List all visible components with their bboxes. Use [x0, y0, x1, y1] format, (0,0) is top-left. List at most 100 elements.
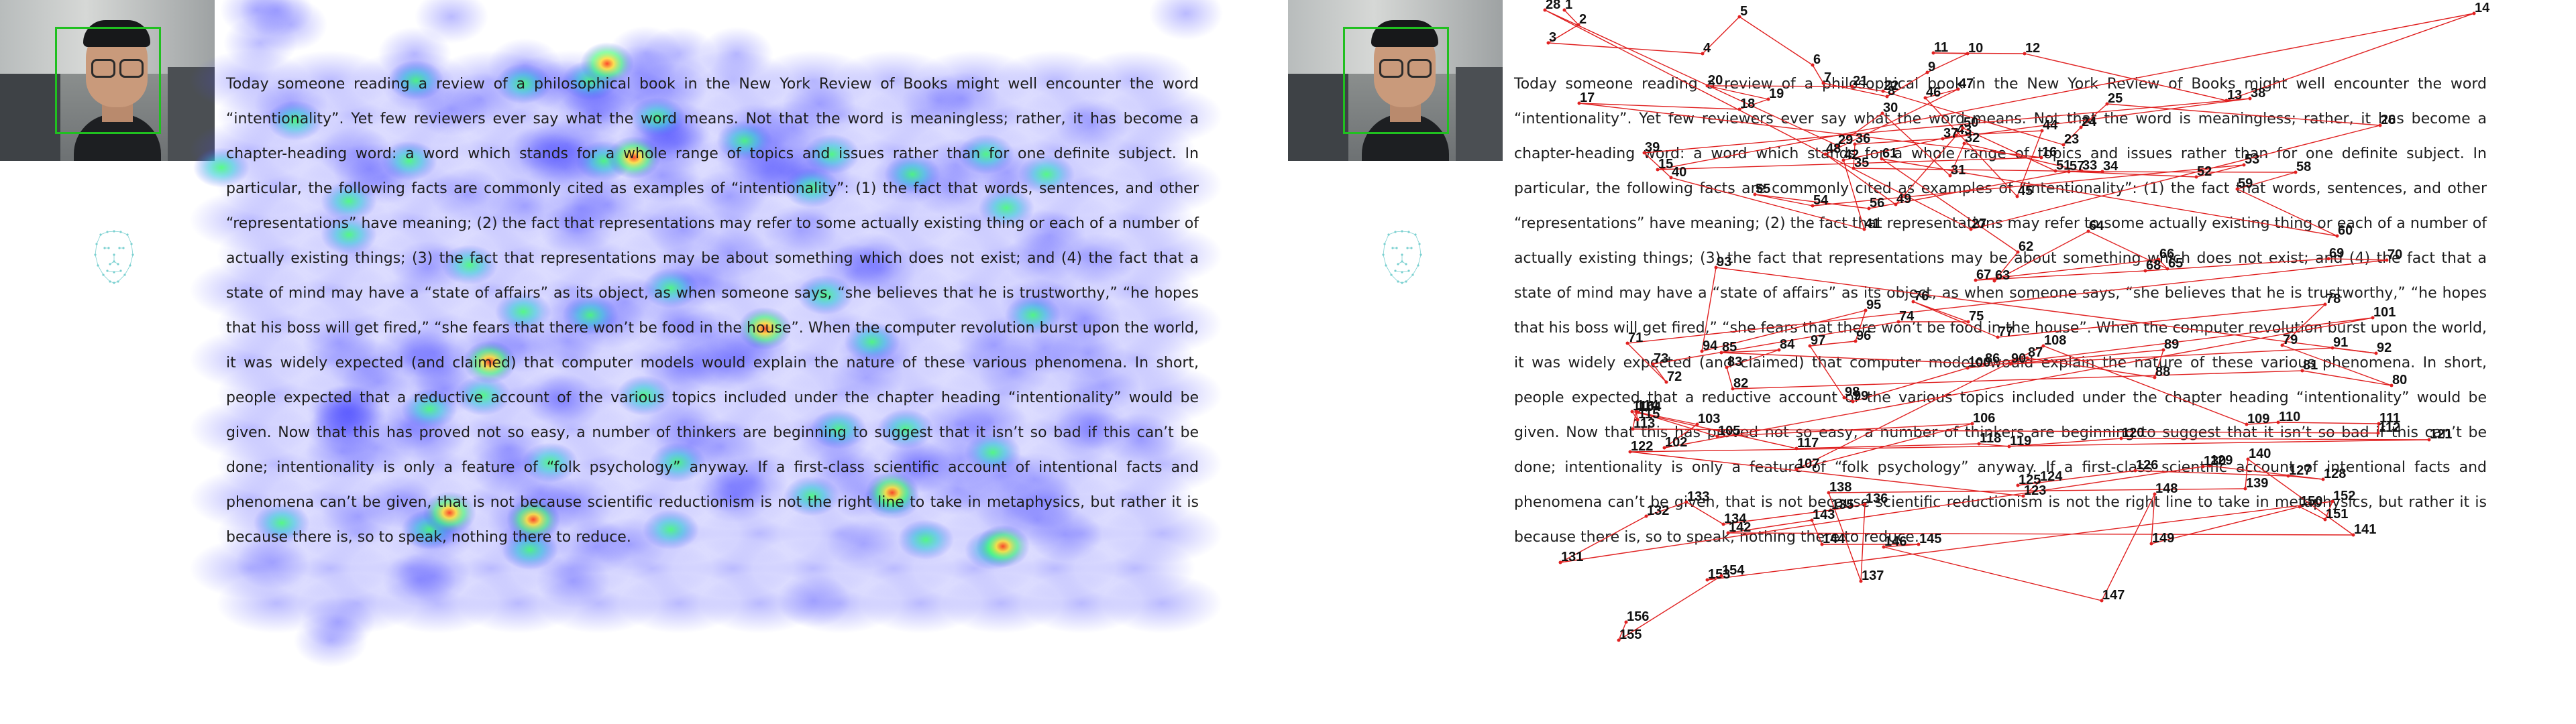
saccade-line — [1882, 90, 2064, 145]
saccade-line — [2237, 188, 2338, 237]
fixation-label: 8 — [1888, 84, 1895, 99]
heatmap-blob — [844, 322, 900, 362]
fixation-point — [1669, 176, 1673, 180]
fixation-label: 108 — [2044, 333, 2066, 348]
fixation-point — [1982, 362, 1986, 366]
saccade-line — [2302, 370, 2392, 386]
saccade-line — [1739, 16, 1813, 66]
saccade-line — [1811, 520, 1823, 545]
fixation-label: 152 — [2333, 489, 2355, 503]
fixation-label: 99 — [1854, 389, 1868, 404]
fixation-point — [2016, 250, 2020, 254]
fixation-point — [1961, 126, 1965, 130]
heatmap-blob — [965, 432, 1021, 473]
fixation-point — [2133, 469, 2137, 473]
fixation-label: 124 — [2040, 469, 2063, 484]
saccade-line — [2106, 103, 2381, 126]
fixation-point — [2326, 257, 2330, 261]
saccade-line — [1925, 97, 2018, 197]
fixation-point — [1794, 467, 1799, 471]
fixation-label: 22 — [1884, 78, 1898, 93]
saccade-line — [1726, 367, 1733, 389]
saccade-line — [1578, 103, 2042, 158]
fixation-label: 60 — [2338, 223, 2353, 238]
fixation-label: 14 — [2475, 1, 2490, 15]
fixation-label: 105 — [1718, 424, 1740, 438]
saccade-line — [2023, 481, 2040, 497]
fixation-label: 132 — [1647, 503, 1669, 518]
saccade-line — [1721, 349, 1780, 353]
fixation-point — [1543, 8, 1547, 12]
saccade-line — [1796, 443, 1980, 449]
fixation-point — [1617, 638, 1621, 642]
saccade-line — [1809, 341, 1856, 347]
fixation-label: 101 — [2373, 305, 2396, 320]
heatmap-blob — [978, 188, 1034, 228]
fixation-point — [2153, 492, 2157, 496]
fixation-point — [1631, 427, 1635, 431]
fixation-label: 122 — [1631, 439, 1653, 454]
fixation-label: 49 — [1896, 192, 1911, 206]
fixation-label: 76 — [1914, 289, 1929, 304]
fixation-label: 130 — [2204, 454, 2226, 469]
fixation-point — [1880, 157, 1884, 161]
fixation-label: 151 — [2326, 507, 2348, 522]
fixation-label: 33 — [2082, 158, 2097, 173]
saccade-line — [1670, 177, 1865, 230]
saccade-line — [1754, 194, 1813, 206]
fixation-label: 104 — [1639, 400, 1662, 414]
fixation-point — [1894, 202, 1898, 206]
fixation-point — [1841, 158, 1845, 162]
fixation-label: 146 — [1884, 534, 1907, 549]
saccade-line — [1949, 143, 1965, 176]
fixation-point — [2245, 422, 2249, 426]
saccade-line — [1723, 509, 1831, 525]
saccade-line — [1727, 520, 1813, 534]
fixation-point — [1842, 396, 1846, 400]
saccade-line — [1970, 125, 2381, 230]
saccade-line — [1881, 158, 2338, 237]
saccade-line — [2282, 345, 2392, 386]
fixation-point — [1737, 107, 1741, 111]
fixation-label: 61 — [1882, 146, 1897, 161]
fixation-label: 57 — [2070, 159, 2084, 174]
fixation-label: 89 — [2164, 337, 2179, 352]
fixation-point — [2040, 129, 2044, 133]
fixation-label: 144 — [1823, 532, 1845, 546]
fixation-label: 12 — [2025, 41, 2040, 56]
fixation-point — [1644, 514, 1648, 518]
fixation-point — [2371, 316, 2375, 320]
saccade-line — [2277, 422, 2379, 424]
fixation-label: 51 — [2056, 158, 2071, 173]
fixation-label: 88 — [2155, 365, 2170, 379]
saccade-line — [1638, 412, 1698, 425]
fixation-point — [1701, 52, 1705, 56]
saccade-line — [1851, 86, 1884, 92]
fixation-point — [1821, 81, 1825, 85]
fixation-label: 133 — [1687, 489, 1709, 504]
fixation-point — [1753, 192, 1757, 196]
fixation-point — [1700, 349, 1704, 353]
fixation-label: 115 — [1638, 407, 1660, 422]
fixation-label: 38 — [2251, 86, 2265, 101]
fixation-point — [2061, 143, 2065, 147]
fixation-point — [2119, 436, 2123, 440]
fixation-label: 100 — [1968, 355, 1990, 370]
fixation-label: 80 — [2392, 373, 2407, 387]
saccade-line — [1544, 9, 1838, 146]
fixation-point — [2300, 369, 2304, 373]
fixation-label: 37 — [1943, 126, 1958, 141]
saccade-line — [1657, 157, 2042, 170]
fixation-label: 134 — [1724, 511, 1747, 526]
fixation-point — [1941, 137, 1945, 141]
saccade-line — [1618, 575, 1722, 641]
fixation-point — [1970, 422, 1974, 426]
fixation-point — [2157, 257, 2161, 261]
fixation-label: 1 — [1565, 0, 1572, 12]
fixation-label: 90 — [2011, 351, 2026, 366]
fixation-point — [2041, 344, 2045, 348]
fixation-label: 153 — [1708, 567, 1730, 582]
fixation-point — [1954, 133, 1958, 137]
fixation-label: 30 — [1883, 101, 1898, 115]
saccade-line — [1883, 544, 1919, 548]
